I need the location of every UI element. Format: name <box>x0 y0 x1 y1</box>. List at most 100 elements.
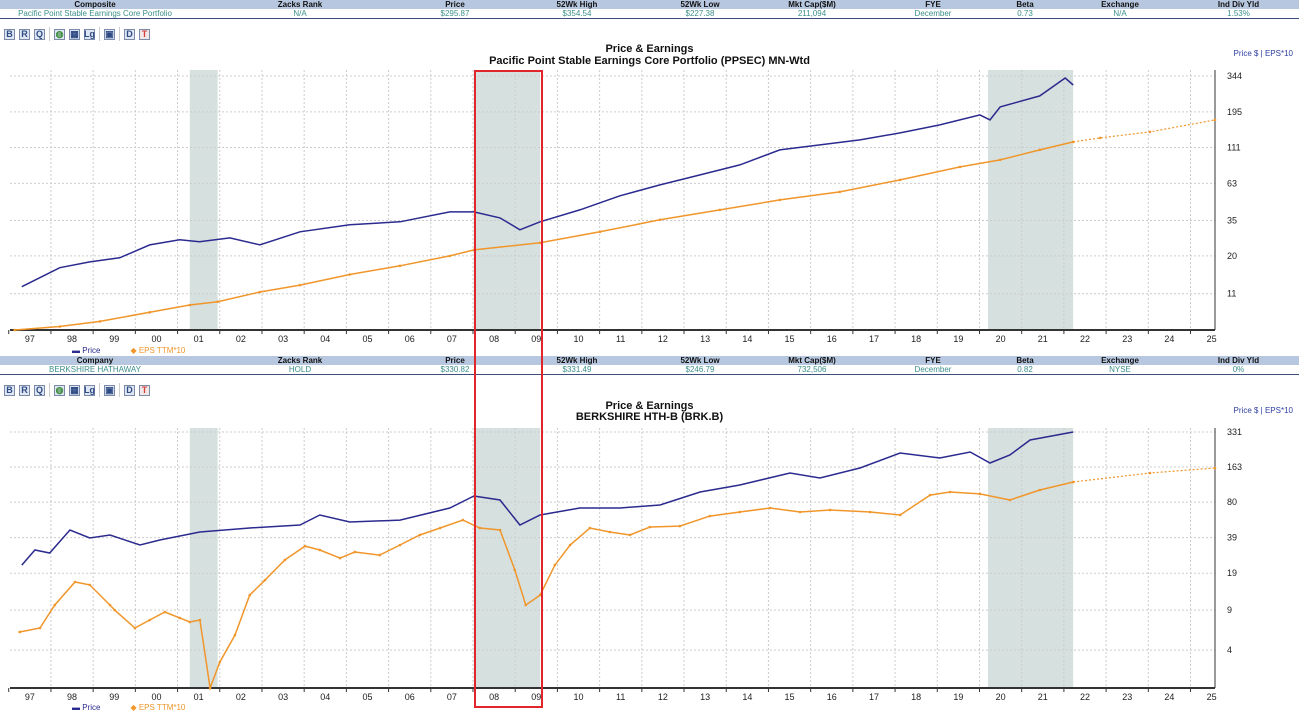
x-tick-label: 11 <box>616 692 625 702</box>
globe-icon[interactable]: ◍ <box>54 28 65 40</box>
eps-point <box>248 593 252 597</box>
y-tick-label: 163 <box>1227 462 1242 472</box>
x-tick-label: 07 <box>447 692 457 702</box>
price-earnings-chart-2: 331 163 80 39 19 9 4 97 98 99 00 01 02 03 04 05 06 07 08 09… <box>8 427 1242 702</box>
eps-point <box>588 526 592 530</box>
x-tick-label: 05 <box>362 692 372 702</box>
column-header: 52Wk High <box>500 356 654 365</box>
x-tick-label: 03 <box>278 334 288 344</box>
lg-icon[interactable]: Lg <box>84 384 95 396</box>
x-tick-label: 08 <box>489 692 499 702</box>
x-tick-label: 97 <box>25 334 35 344</box>
eps-point <box>448 254 452 258</box>
legend-eps: ◆ EPS TTM*10 <box>130 703 186 712</box>
eps-point <box>13 328 16 332</box>
t-icon[interactable]: T <box>139 28 150 40</box>
column-value: $354.54 <box>500 9 654 19</box>
recession-shade <box>473 70 541 330</box>
b-icon[interactable]: B <box>4 384 15 396</box>
eps-point <box>1213 118 1217 122</box>
eps-point <box>1038 488 1042 492</box>
column-header: Ind Div Yld <box>1178 0 1299 9</box>
eps-point <box>163 610 167 614</box>
grid-icon[interactable]: ▦ <box>69 28 80 40</box>
price-line <box>21 431 1074 566</box>
column-header: Zacks Rank <box>190 356 410 365</box>
price-earnings-chart-1: 344 195 111 63 35 20 11 97 98 99 00 01 02 03 04 05 06 07 0… <box>8 70 1242 344</box>
eps-point <box>608 530 612 534</box>
y-tick-label: 11 <box>1227 289 1236 299</box>
eps-point <box>478 526 482 530</box>
eps-point <box>1148 130 1152 134</box>
eps-point <box>553 563 557 567</box>
x-tick-label: 07 <box>447 334 457 344</box>
chart-toolbar-2: B R Q ◍ ▦ Lg ▣ D T <box>4 383 150 397</box>
column-header: 52Wk Low <box>654 0 746 9</box>
eps-point <box>708 514 712 518</box>
eps-point <box>438 526 442 530</box>
image-icon[interactable]: ▣ <box>104 384 115 396</box>
r-icon[interactable]: R <box>19 384 30 396</box>
x-tick-label: 00 <box>151 692 161 702</box>
column-value: HOLD <box>190 365 410 375</box>
eps-point <box>208 686 212 690</box>
d-icon[interactable]: D <box>124 28 135 40</box>
x-tick-label: 05 <box>362 334 372 344</box>
t-icon[interactable]: T <box>139 384 150 396</box>
eps-point <box>283 558 287 562</box>
column-value: 1.53% <box>1178 9 1299 19</box>
column-value: $295.87 <box>410 9 500 19</box>
eps-point <box>461 518 465 522</box>
grid-icon[interactable]: ▦ <box>69 384 80 396</box>
column-value[interactable]: BERKSHIRE HATHAWAY <box>0 365 190 375</box>
eps-point <box>53 603 57 607</box>
image-icon[interactable]: ▣ <box>104 28 115 40</box>
column-value: N/A <box>1062 9 1178 19</box>
y-tick-label: 195 <box>1227 107 1242 117</box>
eps-point <box>598 230 602 234</box>
b-icon[interactable]: B <box>4 28 15 40</box>
highlight-box-2008-recession <box>474 70 543 708</box>
x-tick-label: 24 <box>1164 692 1174 702</box>
y-axis-label-2: Price $ | EPS*10 <box>1233 406 1293 415</box>
toolbar-separator <box>99 27 100 41</box>
x-tick-label: 99 <box>109 692 119 702</box>
eps-point <box>263 578 267 582</box>
quote-table-2: Company Zacks Rank Price 52Wk High 52Wk Low M… <box>0 356 1299 375</box>
x-tick-label: 21 <box>1038 334 1048 344</box>
y-tick-label: 39 <box>1227 533 1237 543</box>
r-icon[interactable]: R <box>19 28 30 40</box>
recession-shade <box>189 70 218 330</box>
x-tick-label: 21 <box>1038 692 1048 702</box>
x-tick-label: 99 <box>109 334 119 344</box>
lg-icon[interactable]: Lg <box>84 28 95 40</box>
x-tick-label: 22 <box>1080 692 1090 702</box>
column-header: Exchange <box>1062 356 1178 365</box>
column-header: Beta <box>988 356 1062 365</box>
x-tick-label: 12 <box>658 334 668 344</box>
x-tick-label: 22 <box>1080 334 1090 344</box>
d-icon[interactable]: D <box>124 384 135 396</box>
eps-point <box>198 618 202 622</box>
x-tick-label: 11 <box>616 334 625 344</box>
eps-point <box>568 543 572 547</box>
column-value: 0% <box>1178 365 1299 375</box>
column-value[interactable]: Pacific Point Stable Earnings Core Portf… <box>0 9 190 19</box>
x-tick-label: 18 <box>911 334 921 344</box>
globe-icon[interactable]: ◍ <box>54 384 65 396</box>
x-tick-label: 10 <box>574 692 584 702</box>
toolbar-separator <box>99 383 100 397</box>
column-header: Price <box>410 356 500 365</box>
y-tick-label: 19 <box>1227 568 1237 578</box>
legend-price: ▬ Price <box>72 346 101 355</box>
column-value: December <box>878 365 988 375</box>
y-tick-label: 20 <box>1227 251 1237 261</box>
chart-subtitle-2: BERKSHIRE HTH-B (BRK.B) <box>575 411 724 423</box>
eps-point <box>188 620 192 624</box>
eps-point <box>658 218 662 222</box>
eps-point <box>418 533 422 537</box>
column-value: 0.82 <box>988 365 1062 375</box>
q-icon[interactable]: Q <box>34 384 45 396</box>
quote-table-1: Composite Zacks Rank Price 52Wk High 52Wk Lo… <box>0 0 1299 19</box>
q-icon[interactable]: Q <box>34 28 45 40</box>
